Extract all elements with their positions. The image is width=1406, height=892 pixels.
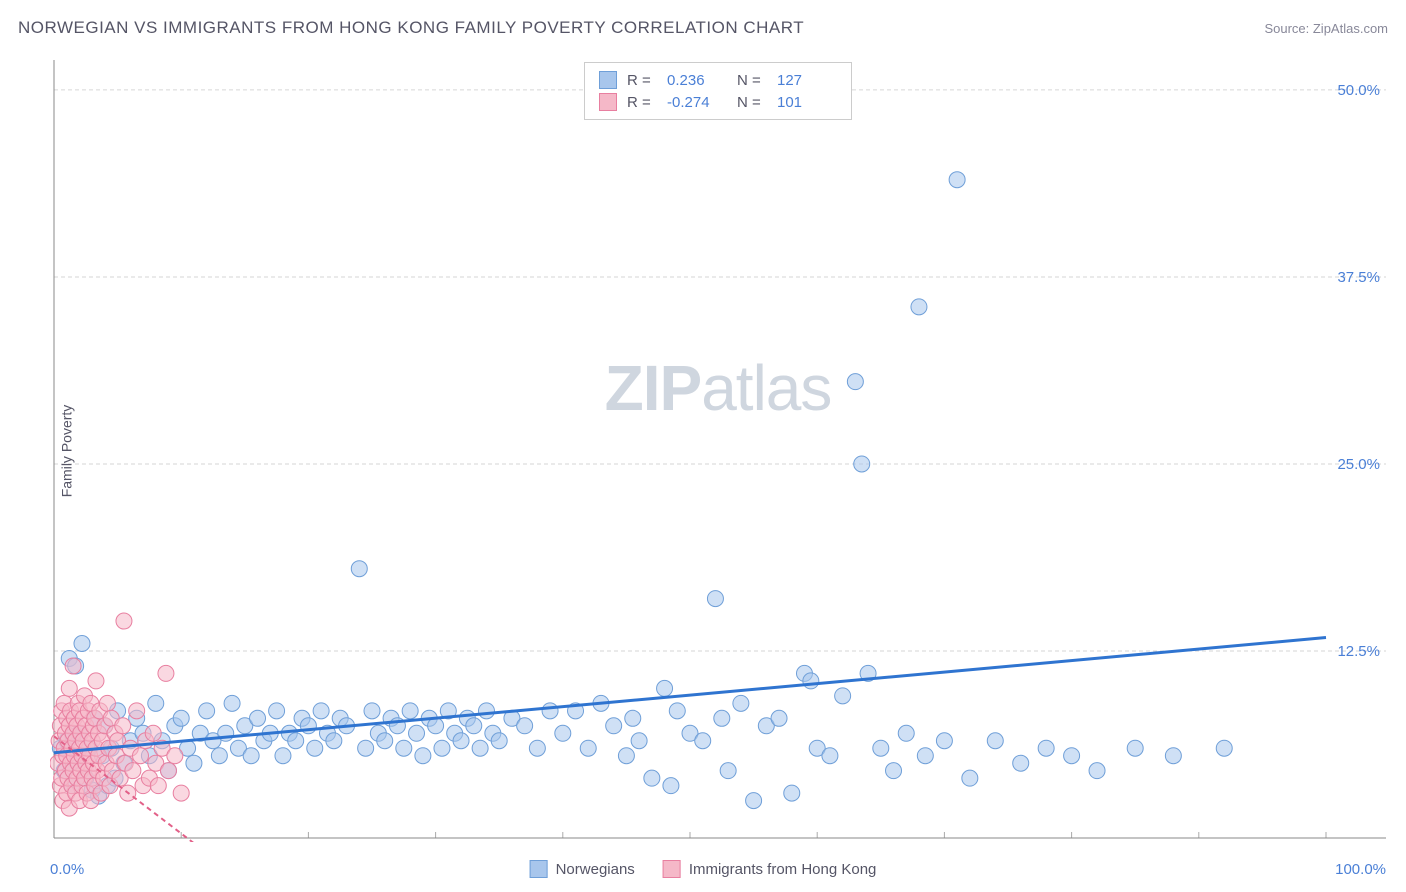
x-max-label: 100.0% — [1335, 861, 1386, 878]
legend-item-1: Immigrants from Hong Kong — [663, 860, 877, 878]
svg-text:25.0%: 25.0% — [1337, 456, 1380, 473]
source-attribution: Source: ZipAtlas.com — [1264, 21, 1388, 36]
x-origin-label: 0.0% — [50, 861, 84, 878]
swatch-icon — [530, 860, 548, 878]
legend-row-series-0: R =0.236 N =127 — [599, 69, 837, 91]
r-value-1: -0.274 — [667, 94, 727, 111]
chart-title: NORWEGIAN VS IMMIGRANTS FROM HONG KONG F… — [18, 18, 804, 38]
series-legend: Norwegians Immigrants from Hong Kong — [530, 860, 877, 878]
r-value-0: 0.236 — [667, 72, 727, 89]
correlation-legend: R =0.236 N =127 R =-0.274 N =101 — [584, 62, 852, 120]
n-value-0: 127 — [777, 72, 837, 89]
swatch-icon — [663, 860, 681, 878]
swatch-icon — [599, 71, 617, 89]
svg-text:37.5%: 37.5% — [1337, 269, 1380, 286]
swatch-icon — [599, 93, 617, 111]
y-axis-label: Family Poverty — [58, 405, 74, 498]
svg-text:50.0%: 50.0% — [1337, 82, 1380, 99]
svg-text:12.5%: 12.5% — [1337, 643, 1380, 660]
legend-item-0: Norwegians — [530, 860, 635, 878]
legend-row-series-1: R =-0.274 N =101 — [599, 91, 837, 113]
n-value-1: 101 — [777, 94, 837, 111]
legend-label-1: Immigrants from Hong Kong — [689, 861, 877, 878]
chart-area: Family Poverty ZIPatlas R =0.236 N =127 … — [50, 60, 1386, 842]
legend-label-0: Norwegians — [556, 861, 635, 878]
scatter-plot: 12.5% 25.0% 37.5% 50.0% — [50, 60, 1386, 842]
